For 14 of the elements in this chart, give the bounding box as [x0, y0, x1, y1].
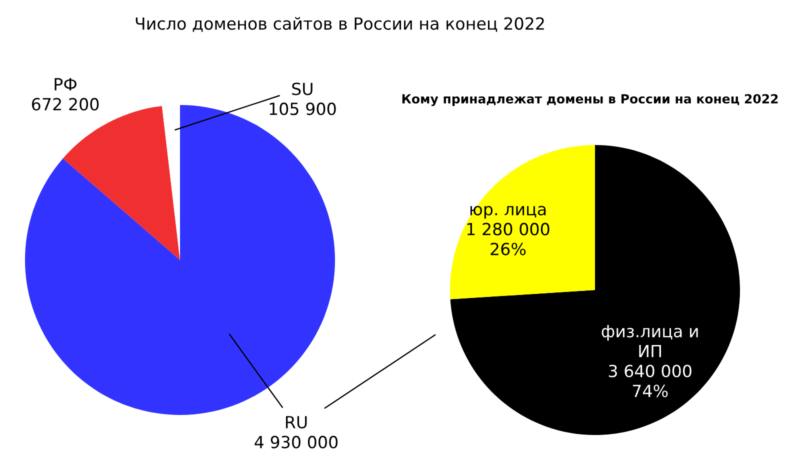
chart-title: Кому принадлежат домены в России на конец 2022 [402, 94, 778, 106]
pie-slice [450, 145, 740, 435]
slice-label: RU [286, 416, 307, 428]
data-label: 105 900 [270, 102, 336, 116]
slice-label: юр. лица [470, 206, 546, 219]
data-label: 1 280 000 26% [467, 222, 550, 256]
data-label: 4 930 000 [254, 436, 338, 448]
chart-title: Число доменов сайтов в России на конец 2022 [136, 17, 544, 32]
slice-label: РФ [54, 78, 77, 90]
data-label: 672 200 [32, 98, 99, 110]
pie-slice [450, 145, 595, 300]
slice-label: SU [292, 82, 312, 96]
slice-label: физ.лица и ИП [602, 325, 698, 358]
data-label: 3 640 000 74% [608, 364, 692, 398]
